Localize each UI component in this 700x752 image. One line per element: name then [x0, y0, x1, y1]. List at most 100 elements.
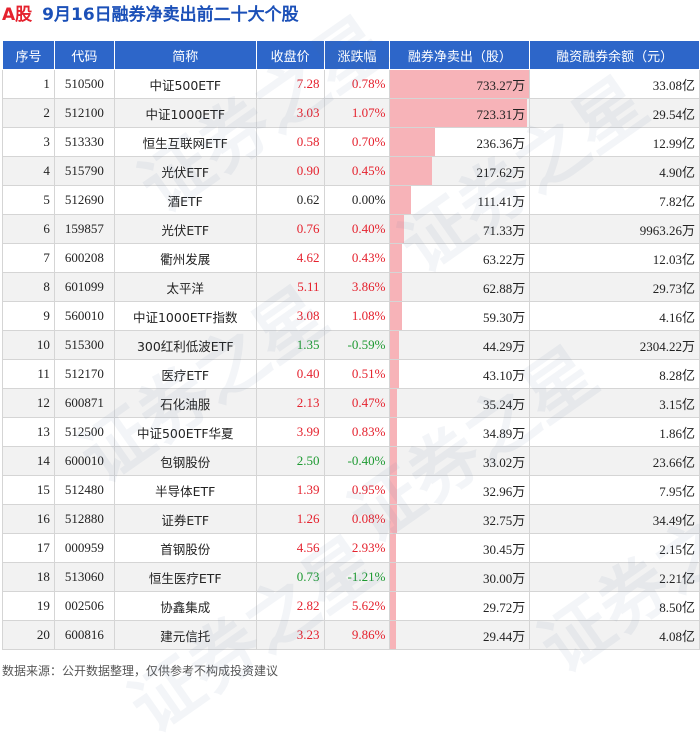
- cell-balance: 34.49亿: [529, 504, 700, 534]
- cell-net-sell: 236.36万: [389, 127, 531, 157]
- net-sell-value: 733.27万: [476, 77, 526, 93]
- cell-change: 0.95%: [323, 475, 391, 505]
- table-body: 1 510500 中证500ETF 7.28 0.78% 733.27万 33.08亿 2 51…: [2, 69, 700, 650]
- table-row: 11 512170 医疗ETF 0.40 0.51% 43.10万 8.28亿: [2, 359, 700, 389]
- table-row: 18 513060 恒生医疗ETF 0.73 -1.21% 30.00万 2.21亿: [2, 562, 700, 592]
- net-sell-bar: [390, 621, 396, 649]
- cell-code: 512500: [53, 417, 115, 447]
- cell-code: 512100: [53, 98, 115, 128]
- net-sell-bar: [390, 128, 436, 156]
- cell-name: 建元信托: [113, 620, 257, 650]
- cell-balance: 4.16亿: [529, 301, 700, 331]
- cell-seq: 13: [2, 417, 55, 447]
- cell-code: 600010: [53, 446, 115, 476]
- net-sell-value: 723.31万: [476, 106, 526, 122]
- cell-name: 衢州发展: [113, 243, 257, 273]
- cell-net-sell: 733.27万: [389, 69, 531, 99]
- table-row: 10 515300 300红利低波ETF 1.35 -0.59% 44.29万 2304.2…: [2, 330, 700, 360]
- cell-name: 协鑫集成: [113, 591, 257, 621]
- cell-seq: 1: [2, 69, 55, 99]
- cell-change: 3.86%: [323, 272, 391, 302]
- cell-change: 0.43%: [323, 243, 391, 273]
- cell-code: 512690: [53, 185, 115, 215]
- net-sell-bar: [390, 360, 399, 388]
- cell-net-sell: 59.30万: [389, 301, 531, 331]
- cell-name: 中证1000ETF指数: [113, 301, 257, 331]
- cell-name: 首钢股份: [113, 533, 257, 563]
- cell-name: 石化油服: [113, 388, 257, 418]
- cell-name: 中证1000ETF: [113, 98, 257, 128]
- cell-seq: 19: [2, 591, 55, 621]
- cell-close: 1.26: [255, 504, 325, 534]
- cell-change: 0.40%: [323, 214, 391, 244]
- cell-code: 600208: [53, 243, 115, 273]
- cell-change: 5.62%: [323, 591, 391, 621]
- cell-seq: 20: [2, 620, 55, 650]
- cell-balance: 23.66亿: [529, 446, 700, 476]
- net-sell-value: 32.75万: [482, 512, 526, 528]
- cell-close: 1.39: [255, 475, 325, 505]
- cell-net-sell: 63.22万: [389, 243, 531, 273]
- cell-net-sell: 217.62万: [389, 156, 531, 186]
- cell-seq: 14: [2, 446, 55, 476]
- cell-net-sell: 34.89万: [389, 417, 531, 447]
- ranking-table: 序号 代码 简称 收盘价 涨跌幅 融券净卖出（股） 融资融券余额（元） 1 510…: [2, 40, 700, 650]
- table-row: 15 512480 半导体ETF 1.39 0.95% 32.96万 7.95亿: [2, 475, 700, 505]
- table-row: 8 601099 太平洋 5.11 3.86% 62.88万 29.73亿: [2, 272, 700, 302]
- cell-close: 0.62: [255, 185, 325, 215]
- net-sell-value: 29.44万: [482, 628, 526, 644]
- net-sell-value: 33.02万: [482, 454, 526, 470]
- cell-close: 2.82: [255, 591, 325, 621]
- cell-net-sell: 32.96万: [389, 475, 531, 505]
- net-sell-value: 59.30万: [482, 309, 526, 325]
- header-close: 收盘价: [255, 40, 325, 70]
- table-row: 9 560010 中证1000ETF指数 3.08 1.08% 59.30万 4.16亿: [2, 301, 700, 331]
- cell-balance: 12.03亿: [529, 243, 700, 273]
- net-sell-bar: [390, 99, 528, 127]
- cell-close: 2.13: [255, 388, 325, 418]
- table-row: 14 600010 包钢股份 2.50 -0.40% 33.02万 23.66亿: [2, 446, 700, 476]
- cell-name: 半导体ETF: [113, 475, 257, 505]
- net-sell-bar: [390, 215, 404, 243]
- cell-seq: 10: [2, 330, 55, 360]
- cell-balance: 2.15亿: [529, 533, 700, 563]
- cell-net-sell: 62.88万: [389, 272, 531, 302]
- net-sell-value: 30.45万: [482, 541, 526, 557]
- net-sell-value: 34.89万: [482, 425, 526, 441]
- cell-name: 300红利低波ETF: [113, 330, 257, 360]
- cell-close: 4.62: [255, 243, 325, 273]
- table-row: 4 515790 光伏ETF 0.90 0.45% 217.62万 4.90亿: [2, 156, 700, 186]
- page-title: A股 9月16日融券净卖出前二十大个股: [0, 0, 700, 30]
- cell-seq: 5: [2, 185, 55, 215]
- cell-change: 0.00%: [323, 185, 391, 215]
- net-sell-bar: [390, 389, 398, 417]
- cell-close: 3.08: [255, 301, 325, 331]
- cell-net-sell: 30.45万: [389, 533, 531, 563]
- cell-balance: 8.50亿: [529, 591, 700, 621]
- cell-balance: 2.21亿: [529, 562, 700, 592]
- cell-code: 000959: [53, 533, 115, 563]
- cell-close: 4.56: [255, 533, 325, 563]
- cell-close: 7.28: [255, 69, 325, 99]
- cell-close: 0.73: [255, 562, 325, 592]
- net-sell-bar: [390, 244, 403, 272]
- cell-change: 0.51%: [323, 359, 391, 389]
- table-row: 5 512690 酒ETF 0.62 0.00% 111.41万 7.82亿: [2, 185, 700, 215]
- cell-net-sell: 43.10万: [389, 359, 531, 389]
- cell-change: 9.86%: [323, 620, 391, 650]
- net-sell-value: 63.22万: [482, 251, 526, 267]
- cell-close: 0.40: [255, 359, 325, 389]
- cell-balance: 2304.22万: [529, 330, 700, 360]
- net-sell-bar: [390, 70, 529, 98]
- cell-close: 0.76: [255, 214, 325, 244]
- cell-change: 0.83%: [323, 417, 391, 447]
- net-sell-value: 30.00万: [482, 570, 526, 586]
- cell-code: 159857: [53, 214, 115, 244]
- cell-code: 512480: [53, 475, 115, 505]
- net-sell-bar: [390, 447, 397, 475]
- cell-name: 太平洋: [113, 272, 257, 302]
- cell-change: 1.08%: [323, 301, 391, 331]
- net-sell-bar: [390, 302, 402, 330]
- cell-net-sell: 29.72万: [389, 591, 531, 621]
- cell-balance: 7.95亿: [529, 475, 700, 505]
